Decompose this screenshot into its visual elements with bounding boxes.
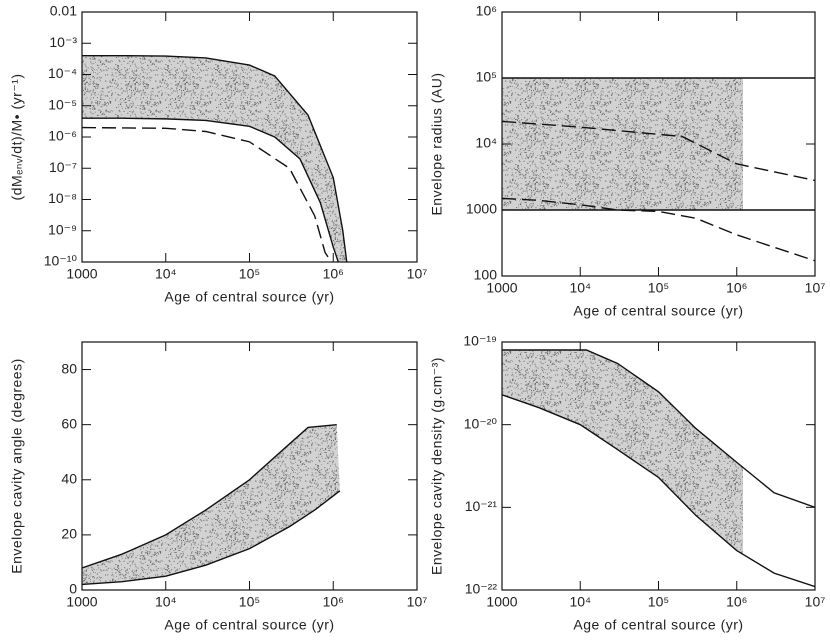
x-tick-label: 10⁷ [805, 594, 826, 610]
y-tick-label: 10⁻⁹ [48, 221, 77, 237]
y-tick-label: 10⁻²² [465, 581, 498, 597]
y-axis-label: (dMₑₙᵥ/dt)/M• (yr⁻¹) [9, 74, 25, 201]
panel: 1000 10⁴ 10⁵ 10⁶ 10⁷ 0 20 40 60 80 Age of central … [9, 341, 428, 633]
y-tick-label: 10⁻¹⁰ [44, 253, 78, 269]
y-tick-label: 10⁻²¹ [465, 498, 498, 514]
curve [502, 197, 815, 262]
curve [82, 126, 332, 262]
curve [82, 117, 339, 262]
x-tick-label: 10⁵ [648, 594, 669, 610]
y-tick-label: 10⁻¹⁹ [463, 333, 497, 349]
x-tick-label: 10⁴ [569, 280, 591, 296]
model-range [502, 350, 743, 555]
x-tick-label: 10⁵ [239, 594, 260, 610]
x-tick-label: 10⁷ [407, 266, 428, 282]
curve [82, 423, 337, 569]
x-tick-label: 10⁶ [726, 280, 747, 296]
y-tick-label: 80 [61, 360, 77, 376]
curve [82, 54, 348, 262]
x-tick-label: 1000 [66, 266, 97, 282]
y-tick-label: 10⁻²⁰ [464, 415, 498, 431]
y-tick-label: 10⁻⁶ [48, 128, 77, 144]
x-tick-label: 10⁶ [323, 266, 344, 282]
x-tick-label: 1000 [486, 594, 517, 610]
model-range [82, 55, 347, 262]
x-axis-label: Age of central source (yr) [164, 617, 334, 633]
x-tick-label: 10⁷ [805, 280, 826, 296]
y-tick-label: 60 [61, 415, 77, 431]
x-tick-label: 1000 [486, 280, 517, 296]
model-range [82, 424, 340, 585]
x-tick-label: 10⁷ [407, 594, 428, 610]
x-tick-label: 10⁴ [155, 266, 177, 282]
x-tick-label: 1000 [66, 594, 97, 610]
x-axis-label: Age of central source (yr) [573, 617, 743, 633]
y-tick-label: 10⁴ [475, 135, 497, 151]
x-tick-label: 10⁵ [239, 266, 260, 282]
y-axis-label: Envelope cavity density (g.cm⁻³) [429, 357, 445, 575]
y-axis-label: Envelope cavity angle (degrees) [9, 358, 25, 574]
y-tick-label: 40 [61, 470, 77, 486]
y-tick-label: 0 [69, 581, 77, 597]
y-tick-label: 10⁻⁴ [48, 65, 77, 81]
curve [502, 394, 815, 588]
y-tick-label: 10⁻⁵ [48, 96, 77, 112]
y-axis-label: Envelope radius (AU) [429, 72, 445, 215]
x-axis-label: Age of central source (yr) [573, 303, 743, 319]
x-tick-label: 10⁴ [569, 594, 591, 610]
y-tick-label: 100 [474, 267, 498, 283]
x-tick-label: 10⁵ [648, 280, 669, 296]
x-tick-label: 10⁶ [323, 594, 344, 610]
y-tick-label: 10⁻⁸ [48, 190, 77, 206]
curve [502, 349, 815, 508]
y-tick-label: 0.01 [50, 3, 77, 19]
curve [502, 120, 815, 182]
panel: 1000 10⁴ 10⁵ 10⁶ 10⁷ 10⁻¹⁰ 10⁻⁹ 10⁻⁸ 10⁻⁷ 10⁻⁶ 10⁻… [9, 3, 428, 305]
y-tick-label: 10⁻⁷ [49, 159, 77, 175]
panel: 1000 10⁴ 10⁵ 10⁶ 10⁷ 10⁻²² 10⁻²¹ 10⁻²⁰ 10⁻¹⁹ Age … [429, 333, 826, 633]
y-tick-label: 10⁵ [476, 69, 497, 85]
x-axis-label: Age of central source (yr) [164, 289, 334, 305]
model-range [502, 78, 743, 210]
y-tick-label: 1000 [466, 201, 497, 217]
x-tick-label: 10⁶ [726, 594, 747, 610]
plot-frame [81, 11, 418, 263]
x-tick-label: 10⁴ [155, 594, 177, 610]
y-tick-label: 10⁶ [476, 3, 497, 19]
y-tick-label: 20 [61, 526, 77, 542]
curve [82, 490, 341, 586]
y-tick-label: 10⁻³ [49, 34, 77, 50]
